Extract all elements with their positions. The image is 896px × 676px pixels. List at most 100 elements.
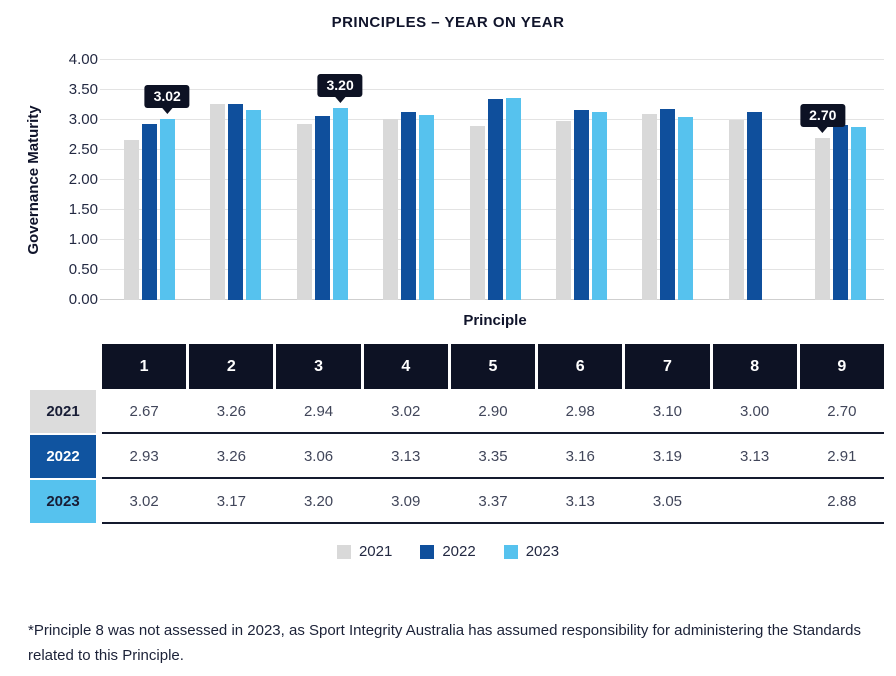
bar-2022-principle-9 [833, 125, 849, 300]
y-tick-label: 1.50 [68, 201, 98, 218]
table-cell: 3.00 [740, 403, 770, 420]
table-cell: 3.20 [303, 493, 334, 510]
bar-2021-principle-7 [642, 114, 658, 300]
chart-title: PRINCIPLES – YEAR ON YEAR [331, 14, 565, 31]
table-header-cell: 6 [538, 344, 623, 389]
table-cell: 3.26 [216, 448, 246, 465]
callout-pointer-icon [334, 96, 347, 103]
row-label: 2023 [30, 480, 96, 523]
bar-2023-principle-5 [505, 97, 521, 300]
bar-2023-principle-7 [678, 117, 694, 300]
y-tick-label: 2.00 [68, 171, 98, 188]
bar-2022-principle-4 [401, 112, 417, 300]
footnote-line-2: related to this Principle. [28, 646, 184, 664]
table-cell: 3.05 [652, 493, 683, 510]
table-cell: 2.93 [129, 448, 159, 465]
table-header-cell: 4 [363, 344, 448, 389]
bar-2022-principle-8 [746, 112, 762, 300]
bar-2023-principle-2 [246, 109, 262, 300]
table-header-cell: 9 [799, 344, 884, 389]
table-cell: 3.19 [652, 448, 683, 465]
plot-area [100, 59, 884, 300]
bar-2021-principle-3 [296, 123, 312, 300]
table-header-cell: 1 [102, 344, 187, 389]
table-cell: 3.16 [565, 448, 595, 465]
legend-item-2022: 2022 [420, 543, 476, 560]
table-cell: 2.70 [827, 403, 857, 420]
gridline [100, 89, 884, 90]
bar-2022-principle-7 [660, 108, 676, 300]
table-cell: 3.35 [478, 448, 508, 465]
table-header-cell: 2 [189, 344, 274, 389]
bar-2022-principle-5 [487, 99, 503, 300]
bar-2023-principle-6 [591, 112, 607, 300]
table-cell: 3.09 [391, 493, 421, 510]
y-tick-label: 4.00 [68, 51, 98, 68]
data-callout: 3.20 [317, 74, 363, 103]
table-cell: 2.94 [303, 403, 334, 420]
y-tick-label: 2.50 [68, 141, 98, 158]
bar-2021-principle-2 [210, 104, 226, 300]
table-cell: 3.13 [391, 448, 421, 465]
bar-2021-principle-5 [469, 126, 485, 300]
table-cell: 3.06 [303, 448, 334, 465]
table-row-2022: 2022 2.93 3.26 3.06 3.13 3.35 3.16 3.19 3.13 2.91 [30, 434, 884, 479]
y-tick-label: 0.00 [68, 291, 98, 308]
table-row-2023: 2023 3.02 3.17 3.20 3.09 3.37 3.13 3.05 2.88 [30, 479, 884, 524]
table-cell [713, 479, 797, 524]
table-cell: 3.02 [391, 403, 421, 420]
bar-2022-principle-2 [228, 104, 244, 300]
bar-2022-principle-3 [314, 116, 330, 300]
table-header-cell: 8 [712, 344, 797, 389]
bar-2022-principle-6 [573, 110, 589, 300]
legend-label: 2022 [442, 543, 476, 560]
table-cell: 3.37 [478, 493, 508, 510]
y-tick-label: 1.00 [68, 231, 98, 248]
legend-label: 2023 [525, 543, 560, 560]
table-cell: 2.91 [827, 448, 857, 465]
bar-2021-principle-6 [555, 121, 571, 300]
table-cell: 2.90 [478, 403, 508, 420]
y-tick-label: 0.50 [68, 261, 98, 278]
table-cell: 2.67 [129, 403, 159, 420]
y-tick-label: 3.00 [68, 111, 98, 128]
table-header-cell: 5 [450, 344, 536, 389]
table-corner-spacer [30, 344, 96, 389]
table-row-2021: 2021 2.67 3.26 2.94 3.02 2.90 2.98 3.10 3.00 2.70 [30, 389, 884, 434]
bar-2023-principle-3 [332, 108, 348, 300]
bar-2022-principle-1 [141, 124, 157, 300]
table-cell: 3.17 [216, 493, 246, 510]
footnote-line-1: *Principle 8 was not assessed in 2023, a… [28, 622, 861, 639]
footnote: *Principle 8 was not assessed in 2023, a… [28, 619, 878, 669]
table-cell: 3.13 [740, 448, 770, 465]
legend-label: 2021 [358, 543, 393, 560]
bar-2023-principle-9 [851, 127, 867, 300]
bar-2021-principle-1 [123, 139, 139, 300]
table-header-cell: 3 [276, 344, 361, 389]
bar-2023-principle-4 [419, 114, 435, 300]
data-table: 1 2 3 4 5 6 7 8 9 2021 2.67 3.26 2.94 3.02 2.90 2.98 3.1… [30, 344, 884, 524]
data-callout: 3.02 [144, 84, 190, 114]
bar-2021-principle-8 [728, 120, 744, 300]
legend: 2021 2022 2023 [0, 543, 896, 560]
table-cell: 3.13 [565, 493, 595, 510]
table-cell: 2.98 [565, 403, 595, 420]
gridline [100, 59, 884, 60]
row-label: 2022 [30, 435, 96, 478]
table-cell: 2.88 [827, 493, 857, 510]
bar-2023-principle-1 [159, 118, 175, 300]
callout-pointer-icon [161, 106, 174, 114]
y-tick-label: 3.50 [68, 81, 98, 98]
table-cell: 3.02 [129, 493, 159, 510]
row-label: 2021 [30, 390, 96, 433]
legend-item-2021: 2021 [336, 543, 393, 560]
y-axis-ticks: 0.00 0.50 1.00 1.50 2.00 2.50 3.00 3.50 4.00 [40, 51, 98, 308]
table-header-cell: 7 [625, 344, 710, 389]
data-callout: 2.70 [800, 104, 846, 133]
bar-2021-principle-4 [383, 118, 399, 300]
legend-item-2023: 2023 [503, 543, 560, 560]
callout-pointer-icon [816, 126, 829, 133]
legend-swatch-icon [336, 544, 351, 559]
